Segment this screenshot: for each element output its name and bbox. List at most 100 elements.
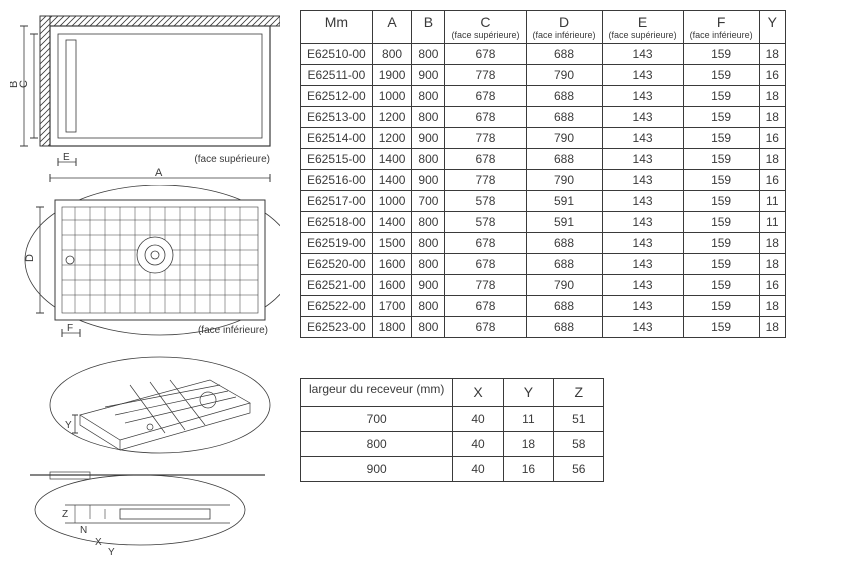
dim-label-c: C (18, 80, 30, 88)
table-cell: 143 (602, 169, 683, 190)
col-d: D(face inférieure) (526, 11, 602, 44)
table-cell: 16 (759, 127, 785, 148)
table-cell: 1400 (372, 211, 412, 232)
col-e: E(face supérieure) (602, 11, 683, 44)
table-cell: 159 (683, 43, 759, 64)
table-cell: 16 (759, 64, 785, 85)
table-cell: 900 (412, 274, 445, 295)
col-x: X (453, 378, 503, 406)
table-cell: 800 (412, 232, 445, 253)
dim-label-y: Y (108, 547, 115, 558)
dim-label-y-detail: Y (65, 420, 72, 431)
table-cell: 143 (602, 190, 683, 211)
table-row: E62522-00170080067868814315918 (301, 295, 786, 316)
table-cell: 1200 (372, 127, 412, 148)
table-cell: 143 (602, 43, 683, 64)
table-cell: 18 (759, 106, 785, 127)
table-cell: 790 (526, 169, 602, 190)
table-cell: 40 (453, 456, 503, 481)
table-cell: 159 (683, 232, 759, 253)
table-cell: 56 (554, 456, 604, 481)
table-cell: 790 (526, 64, 602, 85)
table-cell: 16 (759, 274, 785, 295)
dim-label-z: Z (62, 509, 68, 520)
table-cell: 591 (526, 211, 602, 232)
table-cell: 18 (759, 148, 785, 169)
table-cell: 143 (602, 85, 683, 106)
table-cell: 678 (445, 295, 526, 316)
table-header-row: largeur du receveur (mm) X Y Z (301, 378, 604, 406)
table-cell: 1200 (372, 106, 412, 127)
table-cell: E62511-00 (301, 64, 373, 85)
table-cell: 900 (412, 169, 445, 190)
table-cell: 143 (602, 106, 683, 127)
table-row: E62523-00180080067868814315918 (301, 316, 786, 337)
dim-label-x: X (95, 537, 102, 548)
table-cell: E62515-00 (301, 148, 373, 169)
table-cell: 900 (301, 456, 453, 481)
table-cell: E62513-00 (301, 106, 373, 127)
table-cell: 800 (412, 316, 445, 337)
table-cell: 51 (554, 406, 604, 431)
col-mm: Mm (301, 11, 373, 44)
table-cell: 159 (683, 253, 759, 274)
table-cell: 800 (412, 211, 445, 232)
table-cell: E62519-00 (301, 232, 373, 253)
table-cell: 678 (445, 316, 526, 337)
svg-text:E: E (63, 152, 70, 163)
table-cell: 688 (526, 232, 602, 253)
table-row: E62512-00100080067868814315918 (301, 85, 786, 106)
table-row: 700401151 (301, 406, 604, 431)
table-cell: 790 (526, 274, 602, 295)
diagram-corner-detail: Y (10, 355, 280, 465)
table-cell: 1800 (372, 316, 412, 337)
table-cell: 11 (759, 190, 785, 211)
dim-label-f: F (67, 323, 73, 334)
width-table: largeur du receveur (mm) X Y Z 700401151… (300, 378, 604, 482)
table-row: 800401858 (301, 431, 604, 456)
col-c: C(face supérieure) (445, 11, 526, 44)
table-cell: 1700 (372, 295, 412, 316)
table-row: E62516-00140090077879014315916 (301, 169, 786, 190)
table-cell: 159 (683, 190, 759, 211)
table-cell: 688 (526, 316, 602, 337)
table-cell: 159 (683, 85, 759, 106)
table-cell: 688 (526, 85, 602, 106)
table-cell: 800 (412, 106, 445, 127)
table-cell: 18 (759, 316, 785, 337)
col-y2: Y (503, 378, 553, 406)
table-cell: 18 (759, 253, 785, 274)
table-cell: 143 (602, 148, 683, 169)
table-row: E62517-00100070057859114315911 (301, 190, 786, 211)
table-cell: 159 (683, 169, 759, 190)
table-cell: 18 (759, 85, 785, 106)
table-row: E62514-00120090077879014315916 (301, 127, 786, 148)
table-cell: 778 (445, 127, 526, 148)
table-cell: 18 (759, 43, 785, 64)
table-cell: 778 (445, 169, 526, 190)
table-cell: 1600 (372, 253, 412, 274)
table-cell: 159 (683, 274, 759, 295)
col-a: A (372, 11, 412, 44)
table-row: E62510-0080080067868814315918 (301, 43, 786, 64)
table-cell: 159 (683, 316, 759, 337)
table-cell: E62518-00 (301, 211, 373, 232)
table-cell: 143 (602, 316, 683, 337)
dim-label-n: N (80, 525, 87, 536)
table-cell: 159 (683, 106, 759, 127)
table-cell: 678 (445, 148, 526, 169)
table-row: E62519-00150080067868814315918 (301, 232, 786, 253)
diagram-side-profile: Z N X Y (10, 465, 280, 565)
table-cell: 18 (759, 295, 785, 316)
table-cell: 578 (445, 211, 526, 232)
table-cell: 1400 (372, 169, 412, 190)
table-cell: 159 (683, 148, 759, 169)
table-cell: 18 (759, 232, 785, 253)
col-y: Y (759, 11, 785, 44)
table-cell: 1900 (372, 64, 412, 85)
table-cell: 800 (301, 431, 453, 456)
table-cell: E62517-00 (301, 190, 373, 211)
technical-diagrams: B C A E (face supérieure) (10, 10, 280, 565)
table-cell: E62520-00 (301, 253, 373, 274)
table-cell: E62510-00 (301, 43, 373, 64)
